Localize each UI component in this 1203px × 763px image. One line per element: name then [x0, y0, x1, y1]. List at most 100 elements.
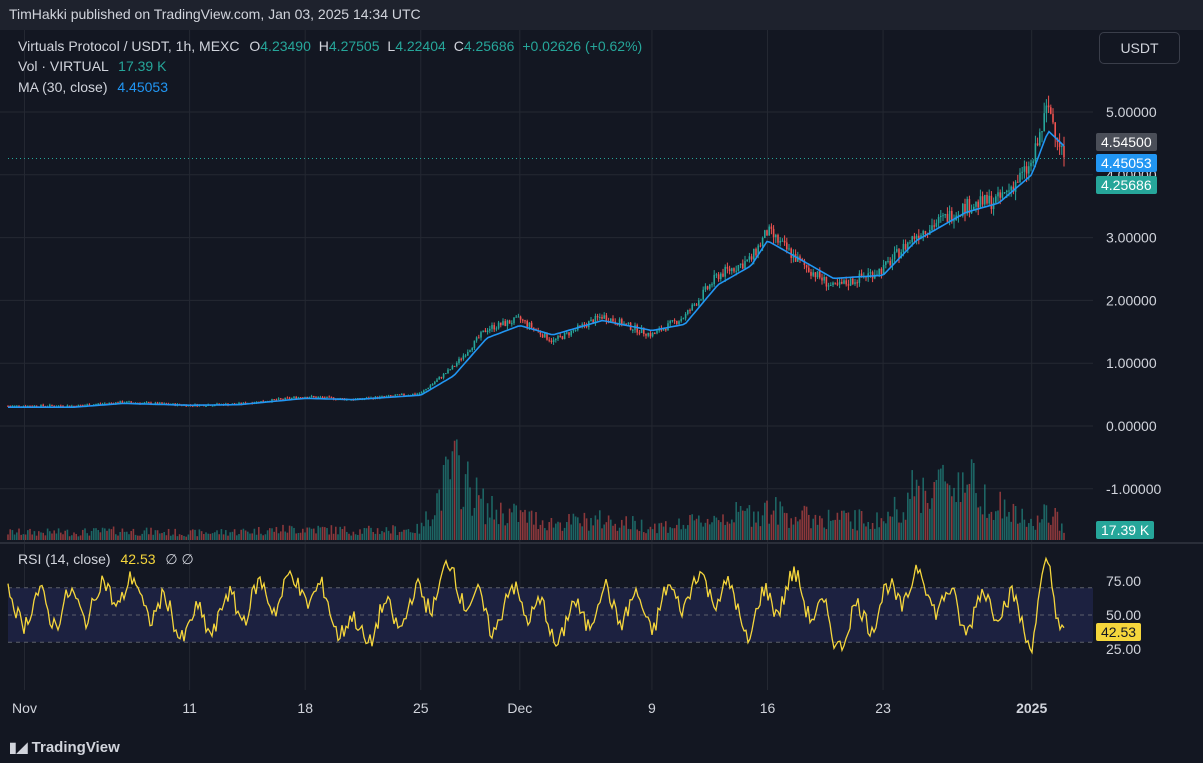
- candle-body: [205, 405, 207, 407]
- candle-body: [282, 398, 284, 400]
- volume-bar: [209, 533, 212, 540]
- candle-body: [117, 402, 119, 404]
- volume-bar: [715, 517, 718, 540]
- tradingview-logo[interactable]: ▮◢ TradingView: [9, 739, 120, 756]
- footer-bar: [0, 735, 1203, 763]
- volume-bar: [185, 536, 187, 540]
- volume-bar: [242, 528, 245, 540]
- volume-bar: [911, 470, 913, 540]
- candle-body: [612, 318, 614, 322]
- volume-bar: [291, 526, 293, 540]
- candle-body: [992, 202, 995, 210]
- volume-bar: [343, 526, 346, 540]
- volume-bar: [317, 525, 319, 540]
- symbol-legend[interactable]: Virtuals Protocol / USDT, 1h, MEXC O4.23…: [18, 38, 642, 54]
- candle-body: [808, 267, 810, 272]
- time-tick-label: Dec: [507, 700, 532, 716]
- volume-bar: [27, 530, 29, 540]
- volume-label: Vol · VIRTUAL: [18, 58, 109, 74]
- volume-bar: [1032, 526, 1034, 540]
- ma-line-layer: [8, 130, 1065, 408]
- candle-body: [440, 377, 443, 379]
- volume-bar: [830, 520, 832, 540]
- volume-bar: [227, 535, 229, 540]
- candle-body: [1006, 190, 1008, 193]
- volume-bar: [95, 528, 97, 540]
- candle-body: [889, 260, 891, 266]
- volume-bar: [383, 532, 385, 540]
- candle-body: [887, 260, 889, 262]
- volume-bar: [579, 523, 581, 540]
- volume-bar: [951, 496, 953, 540]
- volume-bar: [570, 524, 572, 540]
- candle-body: [473, 340, 476, 349]
- candle-body: [797, 256, 799, 262]
- candle-body: [821, 277, 823, 281]
- volume-bar: [273, 531, 275, 540]
- ma-legend[interactable]: MA (30, close) 4.45053: [18, 79, 168, 95]
- volume-bar: [533, 524, 535, 540]
- volume-bar: [590, 517, 592, 540]
- volume-bar: [583, 512, 586, 540]
- volume-bar: [761, 515, 764, 540]
- candle-body: [310, 396, 313, 398]
- volume-bar: [667, 532, 669, 540]
- volume-bar: [187, 534, 190, 540]
- rsi-line: [7, 556, 1065, 655]
- candle-body: [799, 256, 801, 260]
- volume-bar: [1021, 508, 1023, 540]
- volume-bar: [361, 533, 363, 540]
- volume-legend[interactable]: Vol · VIRTUAL 17.39 K: [18, 58, 166, 74]
- candle-body: [464, 355, 467, 357]
- candle-body: [51, 404, 53, 406]
- volume-bar: [319, 527, 322, 540]
- currency-button[interactable]: USDT: [1099, 32, 1180, 64]
- candle-body: [284, 397, 286, 400]
- candle-body: [478, 337, 480, 339]
- volume-bar: [7, 534, 9, 540]
- volume-bar: [1023, 519, 1026, 540]
- volume-bar: [101, 527, 104, 540]
- volume-bar: [35, 535, 38, 540]
- volume-bar: [706, 518, 709, 540]
- volume-bar: [297, 532, 300, 540]
- volume-bar: [478, 495, 480, 540]
- candle-body: [427, 388, 429, 390]
- candle-body: [304, 396, 306, 398]
- candle-body: [788, 248, 790, 250]
- volume-bar: [1017, 523, 1019, 540]
- candle-body: [717, 274, 720, 280]
- volume-bar: [412, 532, 414, 540]
- candle-body: [526, 321, 528, 327]
- candle-body: [594, 316, 597, 324]
- volume-bar: [299, 532, 302, 540]
- volume-bar: [126, 531, 128, 540]
- volume-bar: [559, 522, 561, 540]
- volume-bar: [660, 522, 663, 540]
- candle-body: [559, 335, 561, 337]
- volume-bar: [462, 506, 465, 540]
- volume-bar: [264, 534, 267, 540]
- candle-body: [986, 194, 988, 204]
- volume-bar: [654, 523, 656, 540]
- volume-bar: [878, 527, 880, 540]
- candle-body: [904, 243, 907, 250]
- volume-bar: [236, 535, 238, 540]
- volume-bar: [251, 533, 253, 540]
- candle-body: [154, 402, 157, 405]
- candle-body: [603, 315, 605, 319]
- volume-bar: [38, 531, 40, 540]
- volume-bar: [163, 532, 165, 540]
- candle-body: [722, 273, 724, 277]
- volume-bar: [57, 528, 60, 540]
- rsi-legend[interactable]: RSI (14, close) 42.53 ∅ ∅: [18, 551, 194, 568]
- volume-bar: [979, 506, 982, 540]
- volume-bar: [869, 529, 872, 540]
- candle-body: [513, 317, 515, 324]
- close-label: C: [453, 38, 464, 54]
- candle-body: [937, 217, 940, 224]
- candle-body: [330, 396, 333, 398]
- volume-bar: [970, 459, 973, 540]
- candle-body: [110, 402, 113, 404]
